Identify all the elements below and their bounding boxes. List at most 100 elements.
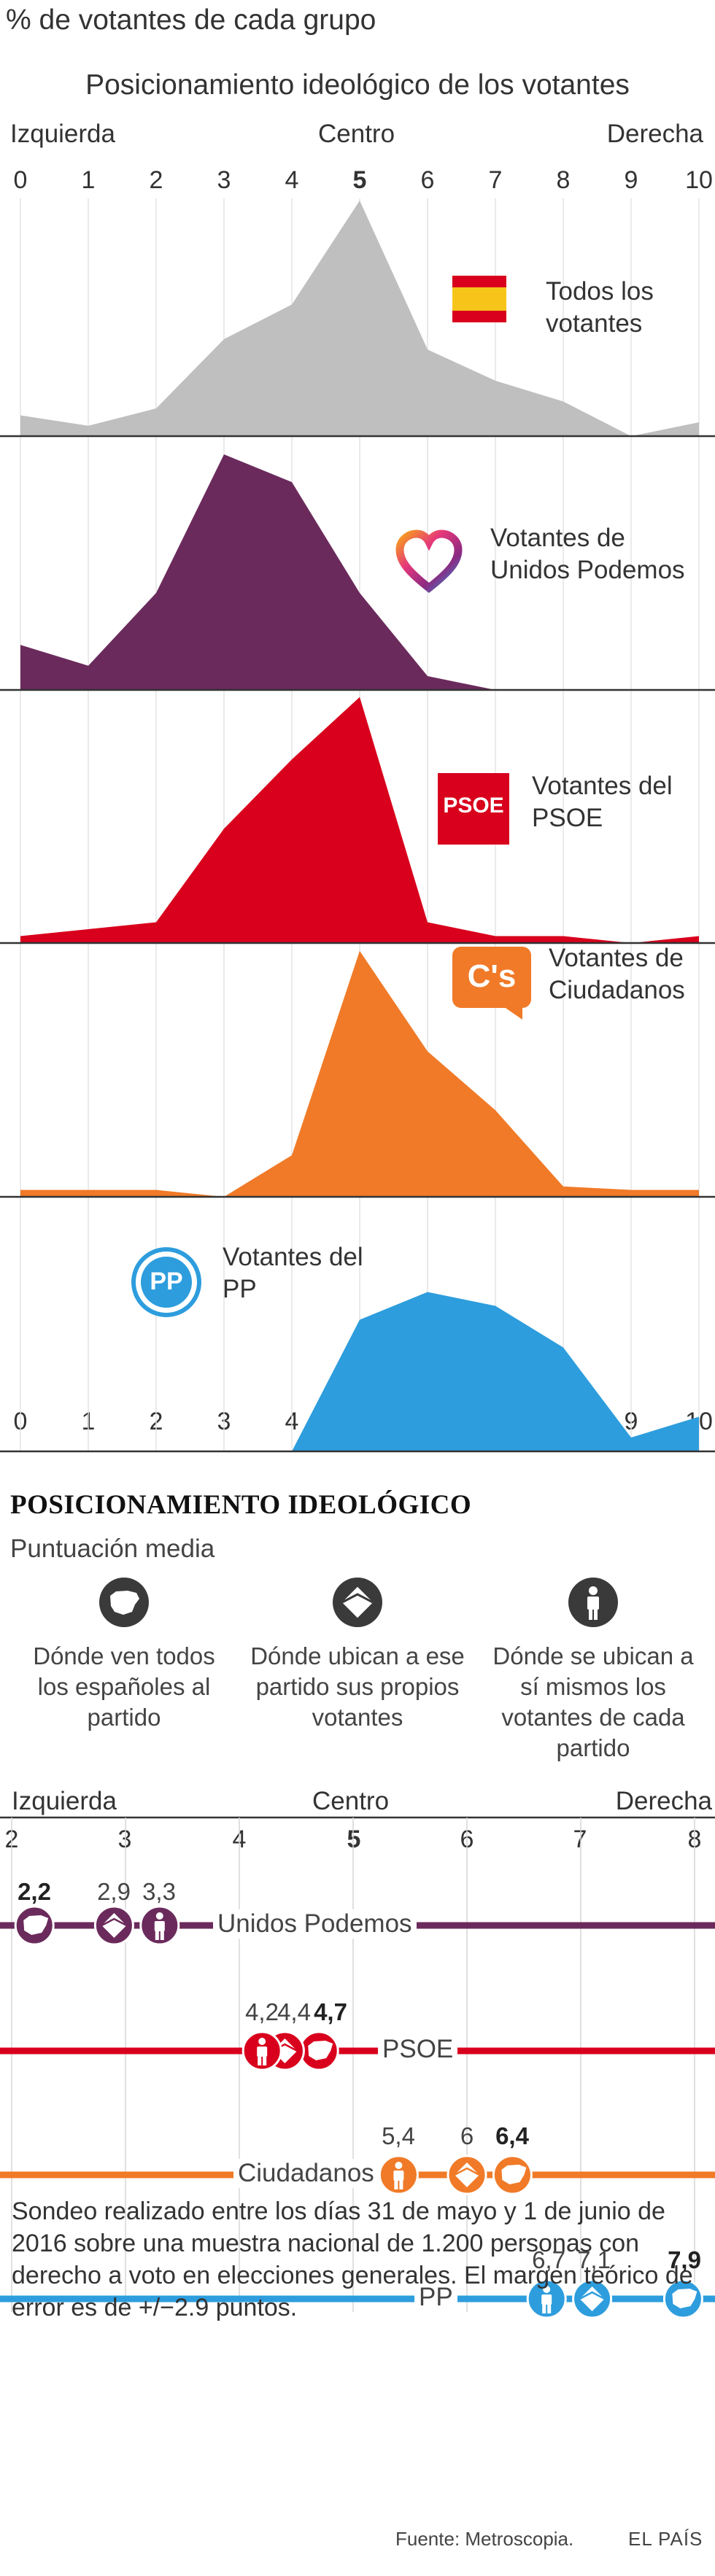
line-label-pp: PP <box>414 2283 457 2312</box>
envelope-marker <box>447 2154 487 2195</box>
tick-label: 4 <box>285 166 299 194</box>
pp-logo: PP <box>130 1246 203 1319</box>
tick-label: 9 <box>624 166 638 194</box>
position-markers <box>14 1905 703 2319</box>
ideology-distribution-chart <box>0 198 715 1453</box>
tick-label: 0 <box>13 166 28 194</box>
value-label-pp-propios: 7,1 <box>577 2246 611 2273</box>
spain-map-marker <box>298 2030 339 2071</box>
tick-label: 5 <box>352 166 367 194</box>
person-head <box>543 2286 551 2293</box>
person-marker <box>526 2278 567 2319</box>
series-label-psoe: Votantes del PSOE <box>532 772 673 832</box>
tick-label: 3 <box>217 166 231 194</box>
pp-logo-text: PP <box>150 1268 183 1295</box>
area-todos-los-votantes <box>20 201 699 436</box>
spain-map-glyph <box>501 2165 527 2184</box>
person-leg <box>394 2180 398 2189</box>
chart-title: Posicionamiento ideológico de los votant… <box>85 69 630 101</box>
envelope-flap <box>454 2167 480 2176</box>
footnote: Sondeo realizado entre los días 31 de ma… <box>12 2197 693 2321</box>
person-body <box>154 1921 165 1931</box>
area-votantes-de-ciudadanos <box>20 950 699 1197</box>
person-leg <box>263 2056 267 2065</box>
legend-text-espanoles: Dónde ven todos los españoles al partido <box>33 1642 215 1731</box>
section-title: POSICIONAMIENTO IDEOLÓGICO <box>10 1490 472 1520</box>
ciudadanos-logo: C's <box>452 947 531 1020</box>
ciudadanos-logo-text: C's <box>467 958 517 994</box>
chart-heading: % de votantes de cada grupo <box>6 4 376 36</box>
person-icon <box>568 1577 619 1628</box>
line-label-podemos: Unidos Podemos <box>213 1909 417 1939</box>
person-leg <box>160 1931 164 1940</box>
axis-label-left: Izquierda <box>12 1787 117 1815</box>
value-label-cs-si-mismos: 5,4 <box>382 2122 415 2149</box>
value-label-cs-propios: 6 <box>460 2122 474 2149</box>
axis-label-left: Izquierda <box>10 120 115 148</box>
value-label-pp-si-mismos: 6,7 <box>532 2246 565 2273</box>
value-label-psoe-propios: 4,4 <box>277 1998 311 2025</box>
series-areas <box>20 201 699 1451</box>
person-leg <box>542 2304 546 2313</box>
spain-map-glyph <box>672 2289 697 2308</box>
line-label-psoe: PSOE <box>378 2035 458 2064</box>
area-votantes-de-unidos-podemos <box>20 454 699 690</box>
value-label-podemos-si-mismos: 3,3 <box>142 1878 176 1905</box>
tick-label: 1 <box>81 166 96 194</box>
spain-map-icon <box>98 1577 150 1628</box>
series-label-todos: Todos los votantes <box>546 277 654 338</box>
baselines <box>0 435 715 1453</box>
person-leg <box>155 1931 159 1940</box>
person-leg <box>399 2180 403 2189</box>
value-label-podemos-espanoles: 2,2 <box>18 1878 51 1905</box>
tick-label: 7 <box>573 1826 587 1853</box>
tick-label: 5 <box>347 1826 361 1853</box>
axis-label-right: Derecha <box>615 1787 712 1815</box>
spain-map-marker <box>662 2278 703 2319</box>
area-votantes-del-pp <box>20 1292 699 1451</box>
envelope-marker <box>93 1905 134 1946</box>
scale-gridlines <box>0 1816 715 2312</box>
person-marker <box>378 2154 419 2195</box>
spain-flag-icon <box>452 276 506 322</box>
tick-label: 7 <box>488 166 503 194</box>
spain-map-glyph <box>23 1915 49 1935</box>
spain-map-marker <box>14 1905 55 1946</box>
envelope-marker <box>572 2278 613 2319</box>
tick-label: 2 <box>149 166 163 194</box>
psoe-logo: PSOE <box>438 773 509 845</box>
person-body <box>257 2047 268 2057</box>
axis-label-right: Derecha <box>606 120 703 148</box>
area-votantes-del-psoe <box>20 697 699 943</box>
brand: EL PAÍS <box>628 2528 703 2550</box>
series-label-ciudadanos: Votantes de Ciudadanos <box>549 944 685 1004</box>
podemos-heart-icon <box>394 527 464 597</box>
legend-text-si-mismos: Dónde se ubican a sí mismos los votantes… <box>492 1642 694 1761</box>
axis-label-center: Centro <box>312 1787 390 1815</box>
section-subtitle: Puntuación media <box>10 1535 215 1563</box>
spain-map-glyph <box>308 2041 333 2060</box>
tick-label: 10 <box>685 166 713 194</box>
value-label-psoe-espanoles: 4,7 <box>314 1998 347 2025</box>
legend-text-propios: Dónde ubican a ese partido sus propios v… <box>250 1642 465 1731</box>
person-leg <box>547 2304 552 2313</box>
tick-label: 3 <box>117 1826 132 1853</box>
envelope-icon <box>332 1577 383 1628</box>
tick-label: 6 <box>420 166 435 194</box>
tick-label: 8 <box>556 166 571 194</box>
person-marker <box>241 2030 282 2071</box>
value-label-podemos-propios: 2,9 <box>97 1878 131 1905</box>
person-marker <box>139 1905 180 1946</box>
person-body <box>393 2170 404 2181</box>
person-head <box>155 1912 163 1920</box>
source: Fuente: Metroscopia. <box>395 2528 574 2550</box>
series-label-pp: Votantes del PP <box>223 1243 363 1303</box>
series-label-podemos: Votantes de Unidos Podemos <box>490 524 685 584</box>
value-label-psoe-si-mismos: 4,2 <box>245 1998 279 2025</box>
line-label-ciudadanos: Ciudadanos <box>233 2159 379 2188</box>
spain-map-marker <box>492 2154 533 2195</box>
person-leg <box>258 2056 262 2065</box>
axis-label-center: Centro <box>318 120 395 148</box>
value-label-pp-espanoles: 7,9 <box>668 2246 701 2273</box>
